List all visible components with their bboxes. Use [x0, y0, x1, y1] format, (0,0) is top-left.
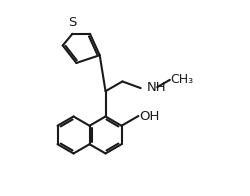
Text: OH: OH: [140, 110, 160, 122]
Text: S: S: [68, 16, 77, 29]
Text: NH: NH: [146, 81, 166, 94]
Text: CH₃: CH₃: [170, 73, 194, 86]
